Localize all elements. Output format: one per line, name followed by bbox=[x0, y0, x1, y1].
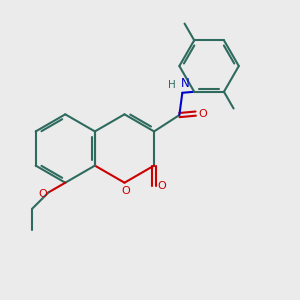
Text: N: N bbox=[181, 77, 190, 90]
Text: O: O bbox=[158, 182, 167, 191]
Text: O: O bbox=[199, 109, 207, 118]
Text: O: O bbox=[122, 186, 130, 196]
Text: O: O bbox=[39, 189, 48, 199]
Text: H: H bbox=[168, 80, 176, 90]
